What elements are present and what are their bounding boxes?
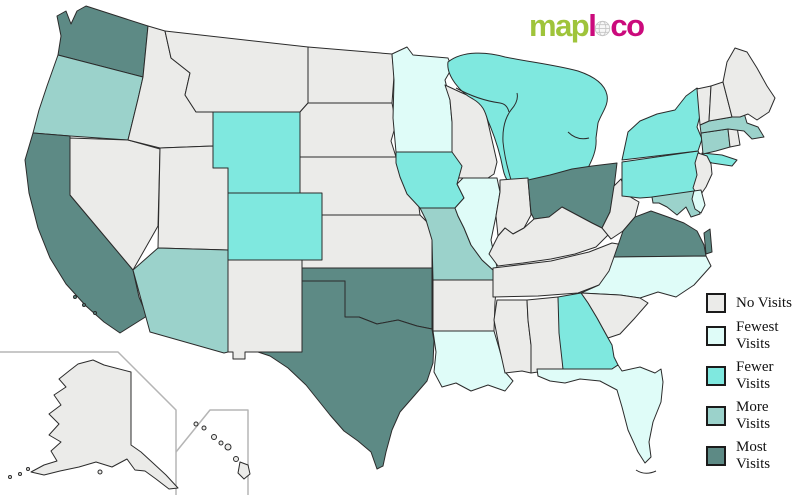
aleutian-island <box>8 475 12 479</box>
legend-label: Fewer Visits <box>736 359 774 392</box>
state-nd <box>307 46 395 104</box>
legend-label: Fewest Visits <box>736 319 779 352</box>
state-al <box>526 296 564 374</box>
logo-map-text: map <box>529 8 590 43</box>
aleutian-island <box>18 472 22 476</box>
california-channel-islands <box>93 311 97 315</box>
logo-co-text: co <box>610 8 645 43</box>
map-legend: No Visits Fewest Visits Fewer Visits More V… <box>706 293 800 479</box>
hawaii-island <box>201 425 207 431</box>
state-wa <box>56 5 149 78</box>
state-va-eastern-shore <box>703 228 713 255</box>
logo-l-text: l <box>588 8 597 43</box>
state-mn <box>391 46 453 153</box>
state-tx <box>257 280 435 470</box>
hawaii-island <box>224 443 232 451</box>
legend-item: Fewer Visits <box>706 359 800 393</box>
maploco-logo[interactable]: mapl co <box>529 8 645 44</box>
legend-label: More Visits <box>736 399 771 432</box>
legend-label: No Visits <box>736 294 792 311</box>
state-de <box>691 189 706 214</box>
california-channel-islands <box>82 303 86 307</box>
state-ar <box>432 279 498 332</box>
legend-swatch-most <box>706 446 726 466</box>
state-co <box>227 192 323 261</box>
state-az <box>132 247 229 354</box>
legend-swatch-fewest <box>706 326 726 346</box>
hawaii-island <box>218 440 224 446</box>
hawaii-island <box>233 456 239 462</box>
florida-keys <box>635 469 657 474</box>
state-ak <box>30 359 179 490</box>
state-nj <box>692 152 713 198</box>
alaska-inset-border <box>0 351 177 495</box>
legend-swatch-no <box>706 293 726 313</box>
hawaii-inset-border <box>175 409 249 495</box>
state-me <box>722 47 776 121</box>
legend-item: Most Visits <box>706 439 800 473</box>
legend-swatch-more <box>706 406 726 426</box>
michigan-thumb-shoreline <box>567 131 590 140</box>
state-va <box>613 210 707 258</box>
state-ga <box>557 292 619 370</box>
legend-item: Fewest Visits <box>706 319 800 353</box>
hawaii-island <box>193 421 199 427</box>
state-wv <box>601 178 640 240</box>
state-sd <box>299 102 397 158</box>
state-ny <box>621 87 706 161</box>
state-nc <box>580 255 712 299</box>
hawaii-big-island <box>237 461 251 480</box>
state-ky <box>488 206 610 267</box>
legend-label: Most Visits <box>736 439 771 472</box>
aleutian-island <box>26 467 30 471</box>
kodiak-island <box>97 469 103 475</box>
state-ks <box>301 214 433 269</box>
michigan-shoreline-detail <box>455 87 510 113</box>
state-nm <box>227 259 303 360</box>
legend-item: More Visits <box>706 399 800 433</box>
legend-item: No Visits <box>706 293 800 313</box>
legend-swatch-fewer <box>706 366 726 386</box>
california-channel-islands <box>73 295 77 299</box>
hawaii-island <box>211 434 217 440</box>
state-fl <box>536 364 664 464</box>
michigan-shoreline-detail <box>502 92 518 187</box>
globe-icon <box>594 20 611 37</box>
